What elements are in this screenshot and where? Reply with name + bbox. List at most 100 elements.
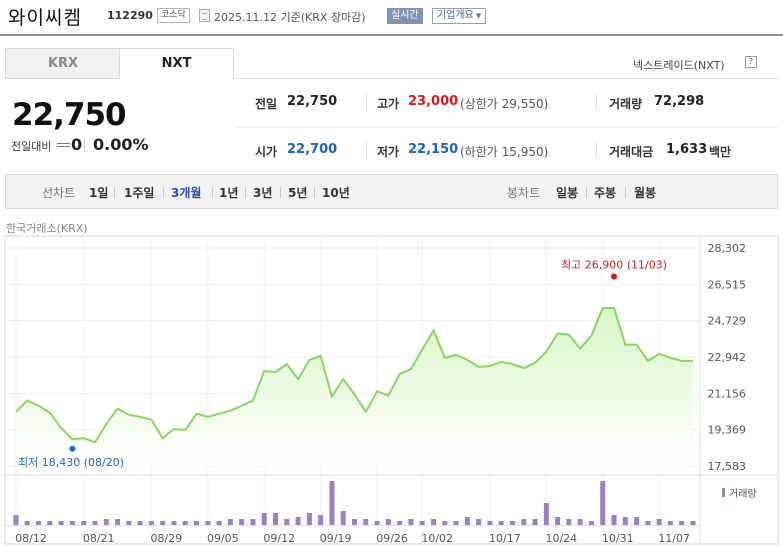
price-area [16,308,693,466]
volume-bar [543,503,549,525]
volume-bar [374,521,380,525]
nextrade-link[interactable]: 넥스트레이드(NXT) [633,59,725,72]
volume-bar [295,517,301,525]
volume-bar [363,519,369,525]
open-label: 시가 [255,145,278,159]
period-1d[interactable]: 1일 [89,186,109,200]
volume-bar [171,521,177,525]
x-tick-label: 10/31 [602,532,634,545]
period-bar [5,174,778,209]
period-divider [625,187,626,198]
stat-divider [596,142,597,158]
period-5y[interactable]: 5년 [288,186,308,200]
volume-bar [24,521,30,525]
candle-weekly[interactable]: 주봉 [594,186,617,200]
current-price: 22,750 [12,97,127,133]
volume-bar [318,515,324,525]
volume-bar [306,513,312,525]
volume-bar [81,521,87,525]
period-divider [212,187,213,198]
candle-monthly[interactable]: 월봉 [634,186,657,200]
high-annotation: 최고 26,900 (11/03) [561,259,667,272]
volume-bar [408,519,414,525]
y-tick-label: 22,942 [708,351,747,364]
lower-limit: (하한가 15,950) [460,145,549,159]
volume-bar [340,511,346,525]
volume-bar [137,521,143,525]
volume-bar [36,521,42,525]
period-3m[interactable]: 3개월 [171,186,202,200]
volume-bar [103,519,109,525]
period-10y[interactable]: 10년 [322,186,350,200]
volume-bar [679,521,685,525]
volume-bar [577,519,583,525]
y-tick-label: 19,369 [708,424,747,437]
stat-divider [366,94,367,110]
header-divider [0,34,783,36]
volume-bar [656,519,662,525]
low-point [69,445,76,452]
volume-bar [261,513,267,525]
period-divider [586,187,587,198]
volume-bar [227,519,233,525]
x-tick-label: 08/29 [151,532,183,545]
tab-underline [233,78,778,79]
y-tick-label: 21,156 [708,387,747,400]
volume-label: 거래량 [609,97,643,111]
period-1y[interactable]: 1년 [219,186,239,200]
volume-bar [555,517,561,525]
volume-bar [194,521,200,525]
candle-daily[interactable]: 일봉 [556,186,579,200]
volume-bar [69,521,75,525]
volume-bar [13,515,19,525]
help-icon[interactable]: ? [745,56,757,68]
prev-close-label: 전일 [255,97,278,111]
volume-bar [464,517,470,525]
volume-bar [58,521,64,525]
volume-bar [566,519,572,525]
tab-krx[interactable]: KRX [5,48,120,79]
x-tick-label: 10/02 [421,532,453,545]
volume-bar [329,481,335,525]
x-tick-label: 10/24 [545,532,577,545]
period-3y[interactable]: 3년 [253,186,273,200]
y-tick-label: 26,515 [708,278,747,291]
realtime-button[interactable]: 실시간 [387,8,423,24]
high-label: 고가 [377,97,400,111]
volume-bar [622,517,628,525]
volume-legend: 거래량 [729,488,757,500]
volume-bar [273,513,279,525]
stat-divider [366,142,367,158]
x-tick-label: 08/12 [15,532,47,545]
volume-bar [645,521,651,525]
volume-bar [611,515,617,525]
volume-bar [667,521,673,525]
document-icon [199,9,210,22]
company-overview-button[interactable]: 기업개요 ▼ [432,8,487,24]
volume-bar [160,521,166,525]
volume-bar [239,519,245,525]
volume-bar [47,521,53,525]
line-chart-label: 선차트 [42,186,76,200]
chevron-down-icon: ▼ [475,12,482,20]
tab-nxt[interactable]: NXT [119,48,234,79]
exchange-label: 한국거래소(KRX) [6,222,88,235]
volume-bar [521,519,527,525]
market-badge: 코스닥 [157,8,190,23]
x-tick-label: 09/12 [263,532,295,545]
volume-bar [690,521,696,525]
candle-chart-label: 봉차트 [507,186,541,200]
period-1w[interactable]: 1주일 [124,186,155,200]
volume-bar [430,519,436,525]
volume-bar [148,521,154,525]
stat-divider [596,94,597,110]
stock-name: 와이씨켐 [8,7,82,29]
chart-frame [4,235,779,545]
volume-bar [442,521,448,525]
open-value: 22,700 [287,142,338,157]
low-label: 저가 [377,145,400,159]
company-overview-label: 기업개요 [437,10,474,21]
volume-bar [498,521,504,525]
trade-amount-unit: 백만 [709,145,732,159]
stats-divider [235,127,778,128]
